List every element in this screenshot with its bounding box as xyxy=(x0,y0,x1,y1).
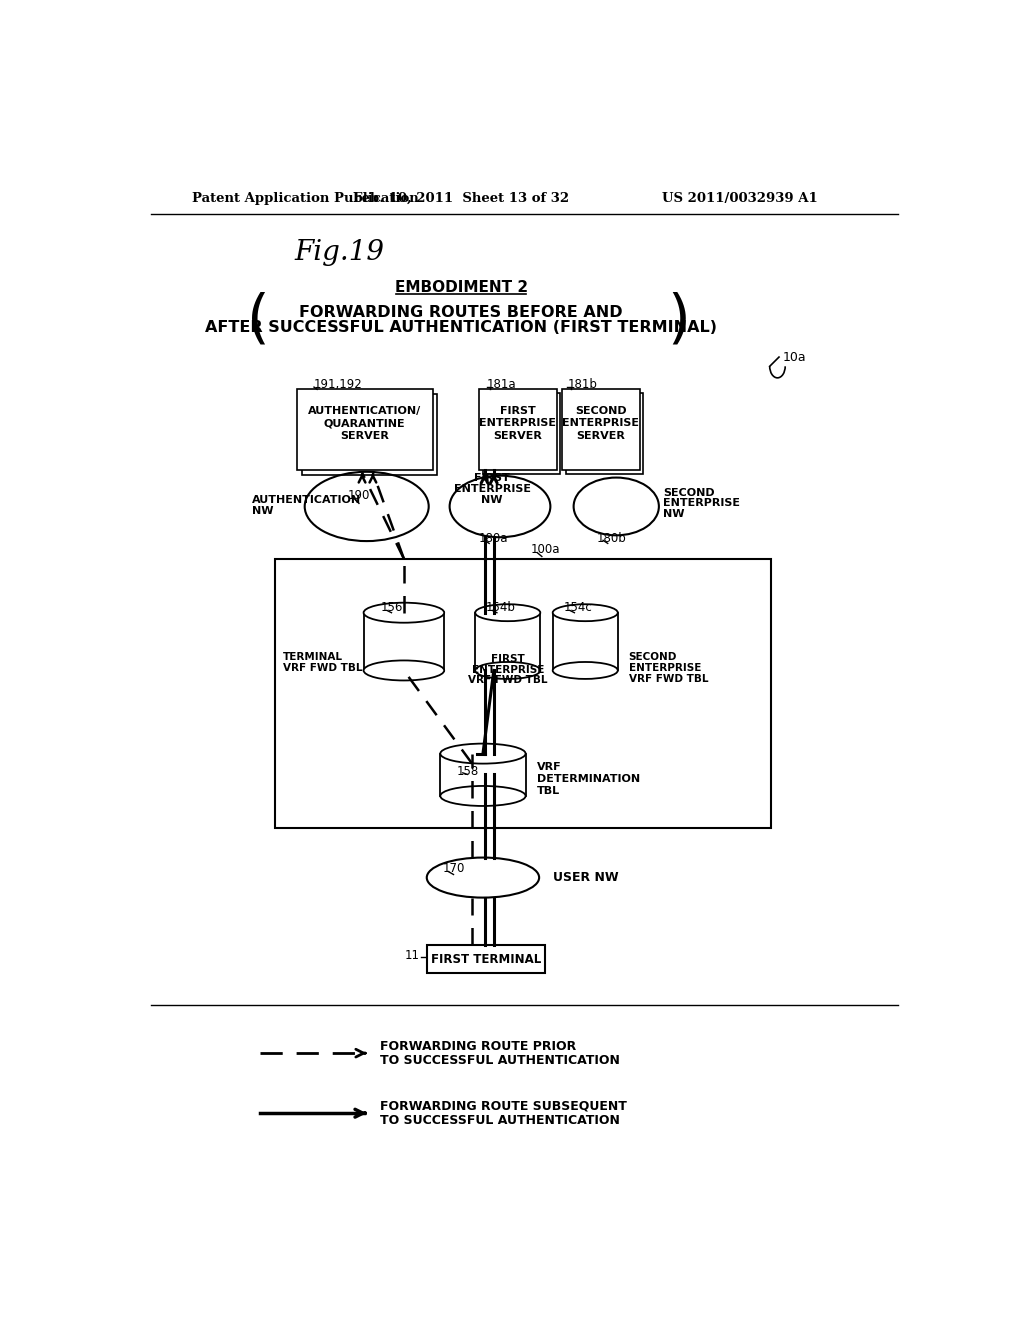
Ellipse shape xyxy=(364,660,444,681)
Text: 154c: 154c xyxy=(563,601,592,614)
Text: VRF FWD TBL: VRF FWD TBL xyxy=(468,676,548,685)
Text: Patent Application Publication: Patent Application Publication xyxy=(191,191,418,205)
Text: FORWARDING ROUTES BEFORE AND: FORWARDING ROUTES BEFORE AND xyxy=(299,305,623,319)
Text: AUTHENTICATION/: AUTHENTICATION/ xyxy=(308,407,422,416)
Bar xyxy=(440,754,525,796)
Text: 158: 158 xyxy=(457,764,479,777)
Text: ENTERPRISE: ENTERPRISE xyxy=(663,499,739,508)
Text: ENTERPRISE: ENTERPRISE xyxy=(454,483,530,494)
Text: FORWARDING ROUTE PRIOR: FORWARDING ROUTE PRIOR xyxy=(380,1040,577,1053)
Ellipse shape xyxy=(475,605,541,622)
Text: SECOND: SECOND xyxy=(663,487,715,498)
Text: SERVER: SERVER xyxy=(577,430,626,441)
Text: TBL: TBL xyxy=(538,787,560,796)
Bar xyxy=(475,612,541,671)
Text: 190: 190 xyxy=(348,490,371,502)
Text: USER NW: USER NW xyxy=(553,871,618,884)
Text: ENTERPRISE: ENTERPRISE xyxy=(629,663,701,673)
Text: VRF FWD TBL: VRF FWD TBL xyxy=(283,663,362,673)
Text: ENTERPRISE: ENTERPRISE xyxy=(479,418,556,428)
Text: SECOND: SECOND xyxy=(629,652,677,663)
Ellipse shape xyxy=(553,605,617,622)
Text: 156: 156 xyxy=(381,601,403,614)
Text: 154b: 154b xyxy=(486,601,516,614)
Bar xyxy=(297,389,432,470)
Bar xyxy=(427,945,545,973)
Text: NW: NW xyxy=(481,495,503,504)
Bar xyxy=(302,395,437,475)
Text: FIRST: FIRST xyxy=(474,473,510,483)
Text: ): ) xyxy=(667,292,689,348)
Text: EMBODIMENT 2: EMBODIMENT 2 xyxy=(394,280,527,296)
Bar xyxy=(562,389,640,470)
Text: AFTER SUCCESSFUL AUTHENTICATION (FIRST TERMINAL): AFTER SUCCESSFUL AUTHENTICATION (FIRST T… xyxy=(205,321,717,335)
Text: 191,192: 191,192 xyxy=(314,378,362,391)
Text: 170: 170 xyxy=(442,862,465,875)
Text: TERMINAL: TERMINAL xyxy=(283,652,343,663)
Text: FIRST: FIRST xyxy=(500,407,536,416)
Text: 100a: 100a xyxy=(531,543,560,556)
Text: FIRST TERMINAL: FIRST TERMINAL xyxy=(431,953,541,966)
Text: FIRST: FIRST xyxy=(490,653,524,664)
Text: NW: NW xyxy=(252,506,273,516)
Bar xyxy=(483,393,560,474)
Text: VRF FWD TBL: VRF FWD TBL xyxy=(629,675,709,684)
Ellipse shape xyxy=(553,663,617,678)
Text: 11: 11 xyxy=(404,949,420,962)
Text: SECOND: SECOND xyxy=(574,407,627,416)
Text: VRF: VRF xyxy=(538,762,562,772)
Text: QUARANTINE: QUARANTINE xyxy=(324,418,406,428)
Text: 181b: 181b xyxy=(567,378,597,391)
Text: US 2011/0032939 A1: US 2011/0032939 A1 xyxy=(663,191,818,205)
Bar xyxy=(275,558,771,829)
Text: 10a: 10a xyxy=(783,351,807,363)
Bar xyxy=(364,612,444,671)
Bar xyxy=(566,393,643,474)
Text: (: ( xyxy=(247,292,269,348)
Text: AUTHENTICATION: AUTHENTICATION xyxy=(252,495,361,506)
Text: Feb. 10, 2011  Sheet 13 of 32: Feb. 10, 2011 Sheet 13 of 32 xyxy=(353,191,569,205)
Bar xyxy=(553,612,617,671)
Text: TO SUCCESSFUL AUTHENTICATION: TO SUCCESSFUL AUTHENTICATION xyxy=(380,1114,620,1127)
Text: NW: NW xyxy=(663,510,684,519)
Text: SERVER: SERVER xyxy=(494,430,543,441)
Text: 181a: 181a xyxy=(486,378,516,391)
Text: FORWARDING ROUTE SUBSEQUENT: FORWARDING ROUTE SUBSEQUENT xyxy=(380,1100,627,1113)
Text: ENTERPRISE: ENTERPRISE xyxy=(472,665,544,675)
Bar xyxy=(479,389,557,470)
Ellipse shape xyxy=(475,663,541,678)
Text: 180a: 180a xyxy=(478,532,508,545)
Ellipse shape xyxy=(440,785,525,807)
Text: 180b: 180b xyxy=(597,532,627,545)
Text: TO SUCCESSFUL AUTHENTICATION: TO SUCCESSFUL AUTHENTICATION xyxy=(380,1053,620,1067)
Ellipse shape xyxy=(364,603,444,623)
Text: SERVER: SERVER xyxy=(340,430,389,441)
Text: Fig.19: Fig.19 xyxy=(295,239,385,265)
Text: ENTERPRISE: ENTERPRISE xyxy=(562,418,639,428)
Ellipse shape xyxy=(440,743,525,763)
Text: DETERMINATION: DETERMINATION xyxy=(538,774,640,784)
